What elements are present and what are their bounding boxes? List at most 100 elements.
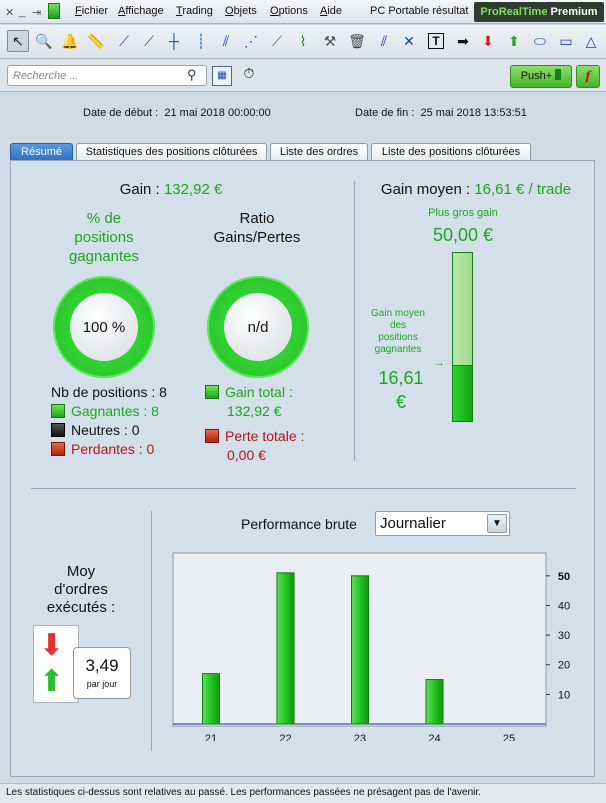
winning-count: Gagnantes : 8 — [51, 402, 167, 421]
chart-bar-21 — [202, 673, 220, 725]
horizontal-line-icon[interactable]: ┼ — [169, 33, 179, 49]
arrow-down-red-icon[interactable]: ⬇ — [482, 32, 494, 49]
ellipse-icon[interactable]: ⬭ — [534, 32, 546, 49]
alarm-bell-icon[interactable]: 🔔 — [61, 32, 79, 49]
chart-window-icon[interactable]: ▦ — [212, 66, 232, 86]
chart-bar-22 — [276, 572, 295, 725]
y-tick-label: 40 — [558, 600, 570, 612]
pointer-arrow-icon: → — [434, 357, 445, 369]
close-window-icon[interactable]: ✕ — [5, 7, 15, 19]
green-square-icon — [51, 404, 65, 418]
menu-objets[interactable]: Objets — [225, 5, 257, 17]
start-date: Date de début : 21 mai 2018 00:00:00 — [83, 107, 271, 119]
perte-totale-label: Perte totale : — [225, 428, 305, 444]
document-icon — [33, 625, 79, 703]
max-gain-value: 50,00 € — [432, 225, 494, 245]
vertical-divider — [354, 181, 355, 461]
losing-count: Perdantes : 0 — [51, 440, 167, 459]
brand-badge: ProRealTime Premium — [474, 2, 604, 22]
avg-orders-value: 3,49 — [85, 656, 119, 675]
zoom-icon[interactable]: 🔍 — [35, 32, 53, 49]
nb-positions: Nb de positions : 8 — [51, 384, 167, 400]
rectangle-icon[interactable]: ▭ — [559, 32, 573, 49]
minimize-window-icon[interactable]: _ — [19, 6, 26, 18]
ratio-ring: n/d — [207, 276, 309, 378]
channel-icon[interactable]: ⫽ — [222, 32, 230, 49]
cross-lines-icon[interactable]: ✕ — [403, 32, 415, 49]
period-select[interactable]: Journalier ▼ — [375, 511, 510, 536]
arrow-right-icon[interactable]: ➡ — [457, 32, 469, 49]
tab-closed-positions-list[interactable]: Liste des positions clôturées — [371, 143, 531, 161]
avg-gain-bar-fill — [453, 365, 472, 421]
ray-line-icon[interactable]: ⟋ — [144, 32, 154, 49]
down-arrow-red-icon: ⬇ — [39, 629, 65, 662]
max-gain-label: Plus gros gain — [428, 207, 498, 219]
perte-totale-value: 0,00 € — [227, 447, 266, 463]
up-arrow-green-icon: ⬆ — [39, 665, 65, 698]
performance-chart: 21 22 23 24 25 10 20 30 40 50 — [172, 552, 570, 741]
text-tool-icon[interactable]: T — [425, 30, 447, 52]
pct-winning-value: 100 % — [70, 293, 138, 361]
menu-aide[interactable]: Aide — [320, 5, 343, 17]
search-input[interactable] — [7, 65, 207, 86]
avg-winning-label: Gain moyen des positions gagnantes — [371, 308, 425, 355]
ruler-icon[interactable]: 📏 — [87, 32, 105, 49]
line-segment-icon[interactable]: ⟋ — [119, 32, 129, 49]
zigzag-icon[interactable]: ⌇ — [299, 32, 307, 49]
menu-fichier[interactable]: Fichier — [75, 5, 109, 17]
pointer-icon[interactable]: ↖ — [7, 30, 29, 52]
disclaimer-footer: Les statistiques ci-dessus sont relative… — [0, 783, 606, 803]
date-range: Date de début : 21 mai 2018 00:00:00 Dat… — [0, 94, 606, 132]
avg-orders-box: 3,49 par jour — [73, 647, 131, 699]
menu-trading[interactable]: Trading — [176, 5, 213, 17]
tab-stats-closed-positions[interactable]: Statistiques des positions clôturées — [76, 143, 267, 161]
x-tick-label: 22 — [279, 733, 291, 741]
y-tick-label: 20 — [558, 660, 570, 672]
candlestick-logo-icon — [48, 3, 60, 19]
summary-panel: Gain : 132,92 € % de positions gagnantes… — [10, 160, 595, 777]
regression-icon[interactable]: ⟋ — [272, 32, 282, 49]
fan-lines-icon[interactable]: ⋰ — [244, 32, 258, 49]
x-tick-label: 21 — [205, 733, 217, 741]
ratio-value: n/d — [224, 293, 292, 361]
trash-icon[interactable]: 🗑 — [348, 32, 366, 49]
stopwatch-icon[interactable]: ⏱ — [243, 65, 255, 81]
neutral-count: Neutres : 0 — [51, 421, 167, 440]
vertical-divider-bottom — [151, 511, 152, 751]
gain-total-label: Gain total : — [225, 384, 293, 400]
ratio-title: Ratio Gains/Pertes — [213, 210, 301, 246]
arrow-up-green-icon[interactable]: ⬆ — [508, 32, 520, 49]
red-square-icon — [205, 429, 219, 443]
horizontal-divider — [31, 488, 576, 489]
menu-options[interactable]: Options — [270, 5, 308, 17]
search-icon[interactable]: ⚲ — [187, 67, 197, 82]
y-tick-label: 30 — [558, 630, 570, 642]
avg-winning-value: 16,61 € — [378, 368, 424, 412]
parallel-lines-icon[interactable]: ⫽ — [380, 32, 388, 49]
green-square-icon — [205, 385, 219, 399]
avg-orders-title: Moy d'ordres exécutés : — [46, 563, 116, 616]
window-title: PC Portable résultat — [370, 5, 469, 17]
x-tick-label: 25 — [503, 733, 515, 741]
performance-label: Performance brute — [241, 516, 357, 532]
tab-resume[interactable]: Résumé — [10, 143, 73, 161]
black-square-icon — [51, 423, 65, 437]
tools-icon[interactable]: ⚒ — [323, 32, 337, 49]
x-tick-label: 23 — [354, 733, 366, 741]
chart-bar-24 — [425, 679, 444, 725]
menu-affichage[interactable]: Affichage — [118, 5, 164, 17]
formula-button[interactable]: f — [576, 65, 600, 88]
y-tick-label: 10 — [558, 689, 570, 701]
push-button[interactable]: Push+ — [510, 65, 572, 88]
avg-orders-card: ⬇ ⬆ 3,49 par jour — [33, 625, 133, 707]
pct-winning-title: % de positions gagnantes — [68, 210, 140, 265]
vertical-line-icon[interactable]: ┊ — [196, 32, 206, 49]
y-tick-label: 50 — [558, 571, 570, 583]
triangle-icon[interactable]: △ — [585, 32, 597, 49]
avg-gain-header: Gain moyen : 16,61 € / trade — [380, 181, 572, 198]
chevron-down-icon[interactable]: ▼ — [487, 514, 507, 533]
period-select-value: Journalier — [380, 515, 446, 532]
tab-order-list[interactable]: Liste des ordres — [270, 143, 368, 161]
search-bar: ⚲ ▦ ⏱ Push+ f — [0, 60, 606, 92]
pin-icon[interactable]: ⇥ — [32, 7, 42, 19]
